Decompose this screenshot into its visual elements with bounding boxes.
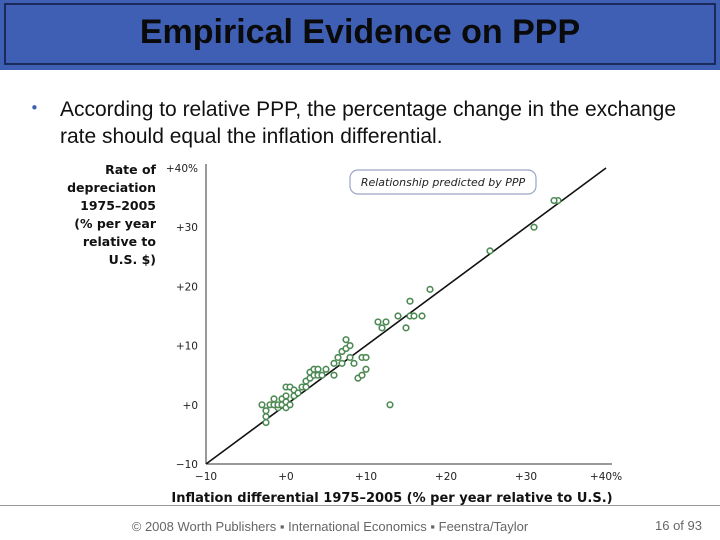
data-point [262,418,270,427]
data-point [270,395,278,403]
data-point [282,392,290,400]
y-tick-label: +30 [176,222,198,234]
tick-labels: −10 +0 +10 +20 +30 +40% −10 +0 +10 +20 +30 +40% [166,163,622,483]
x-axis-label: Inflation differential 1975–2005 (% per … [171,491,612,506]
data-point [262,407,270,415]
data-point [386,401,394,409]
data-point [418,312,426,320]
data-point [358,371,366,379]
y-tick-label: −10 [176,459,198,471]
y-axis-label-line: depreciation [67,180,156,195]
bullet-dot-icon: • [30,99,39,117]
data-point [382,318,390,326]
title-frame: Empirical Evidence on PPP [4,3,716,65]
data-point [346,342,354,350]
data-point [402,324,410,332]
annotation-text: Relationship predicted by PPP [361,176,526,189]
data-point [314,365,322,373]
data-point [330,359,338,367]
y-axis-label-line: relative to [83,234,157,249]
data-point [374,318,382,326]
data-point [302,383,310,391]
y-tick-label: +40% [166,163,198,175]
bullet-text: According to relative PPP, the percentag… [60,98,677,148]
data-point [330,371,338,379]
x-tick-label: +0 [278,471,293,483]
x-tick-label: +30 [515,471,537,483]
y-axis-label-line: 1975–2005 [80,198,156,213]
y-tick-label: +20 [176,281,198,293]
data-point [406,297,414,305]
data-point [322,365,330,373]
data-point [394,312,402,320]
y-axis-label-line: U.S. $) [109,252,156,267]
data-point [342,336,350,344]
data-points [258,196,562,427]
y-axis-label-line: (% per year [74,216,157,231]
y-axis-label: Rate of depreciation 1975–2005 (% per year r… [67,162,157,267]
slide-title: Empirical Evidence on PPP [139,12,581,51]
x-tick-label: +10 [355,471,377,483]
data-point [338,359,346,367]
data-point [350,359,358,367]
data-point [378,324,386,332]
page-number: 16 of 93 [655,518,702,533]
data-point [286,401,294,409]
data-point [410,312,418,320]
data-point [550,196,558,205]
data-point [262,413,270,421]
annotation-box [349,169,537,195]
x-tick-label: +40% [590,471,622,483]
x-tick-label: −10 [195,471,217,483]
footer-credit: © 2008 Worth Publishers ▪ International … [131,519,529,534]
data-point [362,353,370,362]
y-axis-label-line: Rate of [105,162,156,177]
bullet-item: • According to relative PPP, the percent… [30,96,690,150]
data-point [362,365,370,373]
data-point [486,247,494,255]
chart-axes [205,164,612,465]
data-point [530,223,538,231]
y-tick-label: +0 [183,400,198,412]
ppp-annotation: Relationship predicted by PPP [349,169,537,195]
data-point [346,353,354,362]
data-point [334,353,342,362]
data-point [294,389,302,397]
y-tick-label: +10 [176,341,198,353]
data-point [258,401,266,409]
ppp-prediction-line [205,167,607,465]
data-point [318,371,326,379]
x-tick-label: +20 [435,471,457,483]
footer-divider [0,505,720,506]
ppp-scatter-chart: Rate of depreciation 1975–2005 (% per year r… [67,162,622,506]
data-point [426,285,434,293]
title-bar: Empirical Evidence on PPP [0,0,720,70]
